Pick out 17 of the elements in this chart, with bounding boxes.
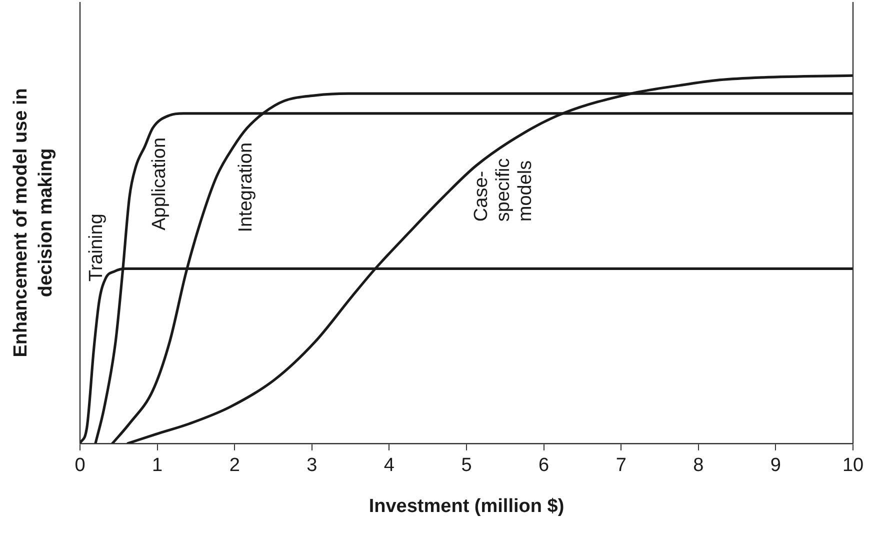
x-tick-label: 9 [770, 455, 781, 476]
x-tick-label: 3 [306, 455, 318, 476]
text: Training [86, 214, 108, 282]
x-tick-label: 2 [229, 455, 240, 476]
x-tick-label: 1 [152, 455, 163, 476]
x-tick-label: 4 [384, 455, 395, 476]
x-tick-label: 8 [693, 455, 704, 476]
x-tick-label: 10 [842, 455, 864, 476]
x-tick-label: 5 [461, 455, 472, 476]
y-axis-title: Enhancement of model use in decision making [10, 88, 57, 358]
x-axis-title: Investment (million $) [368, 496, 564, 517]
text: Application [148, 137, 170, 230]
x-tick-label: 7 [616, 455, 626, 476]
x-tick-label: 0 [74, 455, 86, 476]
x-tick-label: 6 [538, 455, 550, 476]
text: Integration [235, 142, 256, 232]
text: Case-specific models [470, 158, 536, 222]
